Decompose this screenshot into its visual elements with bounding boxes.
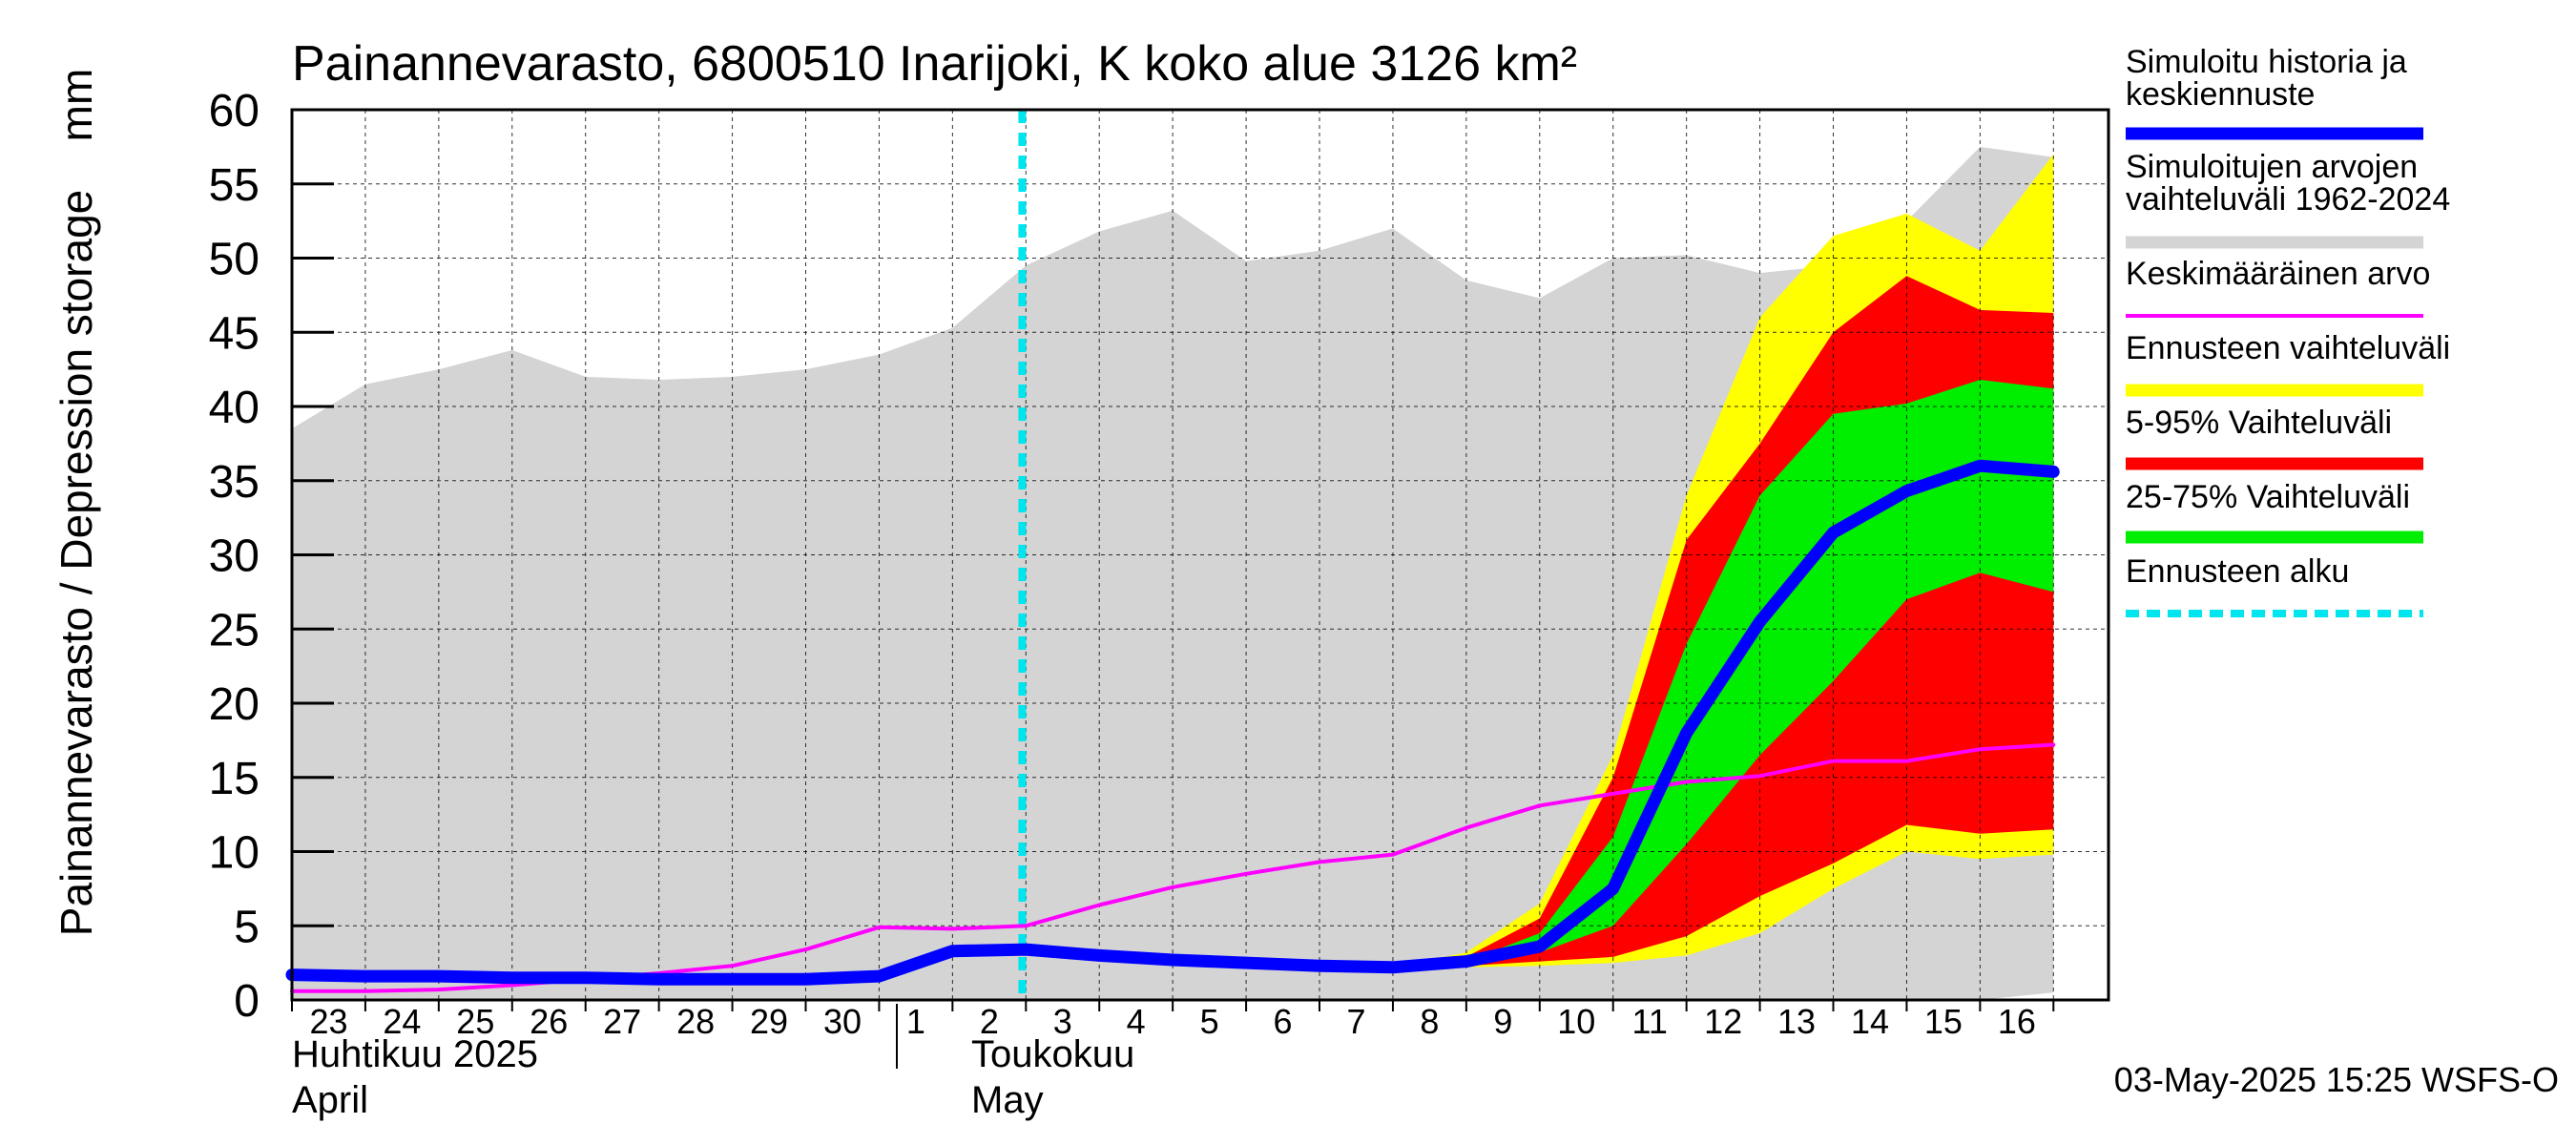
- legend-label-1-b: vaihteluväli 1962-2024: [2126, 181, 2450, 218]
- legend-label-0-b: keskiennuste: [2126, 76, 2315, 113]
- x-tick-label-21: 14: [1851, 1002, 1889, 1041]
- series-lines: [285, 459, 2060, 993]
- x-tick-label-23: 16: [1998, 1002, 2036, 1041]
- x-tick-label-6: 29: [750, 1002, 788, 1041]
- x-tick-label-4: 27: [603, 1002, 641, 1041]
- month-label-may-fi: Toukokuu: [971, 1033, 1134, 1075]
- x-tick-label-11: 4: [1127, 1002, 1146, 1041]
- chart-title: Painannevarasto, 6800510 Inarijoki, K ko…: [292, 36, 1577, 92]
- x-tick-label-9: 2: [980, 1002, 999, 1041]
- x-tick-label-3: 26: [530, 1002, 568, 1041]
- axes: [290, 108, 2110, 1011]
- band-25-75-vaihteluv-li: [1026, 380, 2054, 968]
- y-tick-label-2: 10: [209, 828, 260, 879]
- x-tick-label-12: 5: [1200, 1002, 1219, 1041]
- y-tick-label-7: 35: [209, 457, 260, 508]
- x-tick-label-19: 12: [1704, 1002, 1742, 1041]
- y-tick-label-10: 50: [209, 235, 260, 285]
- legend-label-5: 25-75% Vaihteluväli: [2126, 479, 2410, 515]
- legend-label-6: Ennusteen alku: [2126, 553, 2349, 590]
- x-tick-label-22: 15: [1924, 1002, 1963, 1041]
- line-simuloitu-historia-ja-keskiennuste: [285, 459, 2060, 986]
- y-axis-label: Painannevarasto / Depression storage: [52, 190, 101, 936]
- month-label-april-en: April: [292, 1079, 368, 1121]
- y-axis-unit: mm: [52, 69, 101, 142]
- x-tick-label-20: 13: [1777, 1002, 1816, 1041]
- x-tick-label-17: 10: [1557, 1002, 1595, 1041]
- timestamp: 03-May-2025 15:25 WSFS-O: [2114, 1060, 2559, 1099]
- legend-label-1-a: Simuloitujen arvojen: [2126, 149, 2418, 185]
- x-tick-label-0: 23: [309, 1002, 347, 1041]
- legend-label-3: Ennusteen vaihteluväli: [2126, 330, 2450, 366]
- y-tick-label-5: 25: [209, 605, 260, 656]
- y-tick-label-1: 5: [234, 902, 260, 952]
- x-tick-label-2: 25: [456, 1002, 494, 1041]
- x-tick-label-10: 3: [1053, 1002, 1072, 1041]
- legend-label-2: Keskimääräinen arvo: [2126, 256, 2430, 292]
- x-tick-label-18: 11: [1632, 1002, 1668, 1041]
- range-bands: [292, 146, 2054, 1000]
- x-tick-label-14: 7: [1346, 1002, 1365, 1041]
- legend-label-0-a: Simuloitu historia ja: [2126, 44, 2407, 80]
- x-tick-label-15: 8: [1420, 1002, 1439, 1041]
- legend-label-4: 5-95% Vaihteluväli: [2126, 405, 2392, 441]
- x-tick-label-7: 30: [823, 1002, 862, 1041]
- x-tick-label-13: 6: [1274, 1002, 1293, 1041]
- x-tick-label-16: 9: [1493, 1002, 1512, 1041]
- month-label-april-fi: Huhtikuu 2025: [292, 1033, 538, 1075]
- x-tick-label-8: 1: [906, 1002, 925, 1041]
- x-axis-tick-labels: 23 24 25 26 27 28 29 30 1 2 3 4 5 6 7 8 9 10 11 12 13 14 15 16: [309, 1002, 2035, 1041]
- x-tick-label-1: 24: [383, 1002, 421, 1041]
- y-tick-label-8: 40: [209, 383, 260, 433]
- month-label-may-en: May: [971, 1079, 1044, 1121]
- y-tick-label-0: 0: [234, 976, 260, 1027]
- y-tick-label-3: 15: [209, 754, 260, 804]
- y-tick-label-11: 55: [209, 160, 260, 211]
- y-tick-label-9: 45: [209, 308, 260, 359]
- y-tick-label-12: 60: [209, 86, 260, 136]
- x-tick-label-5: 28: [676, 1002, 715, 1041]
- band-5-95-vaihteluv-li: [1026, 276, 2054, 968]
- y-tick-label-4: 20: [209, 679, 260, 730]
- y-axis-tick-labels: 0 5 10 15 20 25 30 35 40 45 50 55 60: [209, 86, 260, 1027]
- y-tick-label-6: 30: [209, 531, 260, 582]
